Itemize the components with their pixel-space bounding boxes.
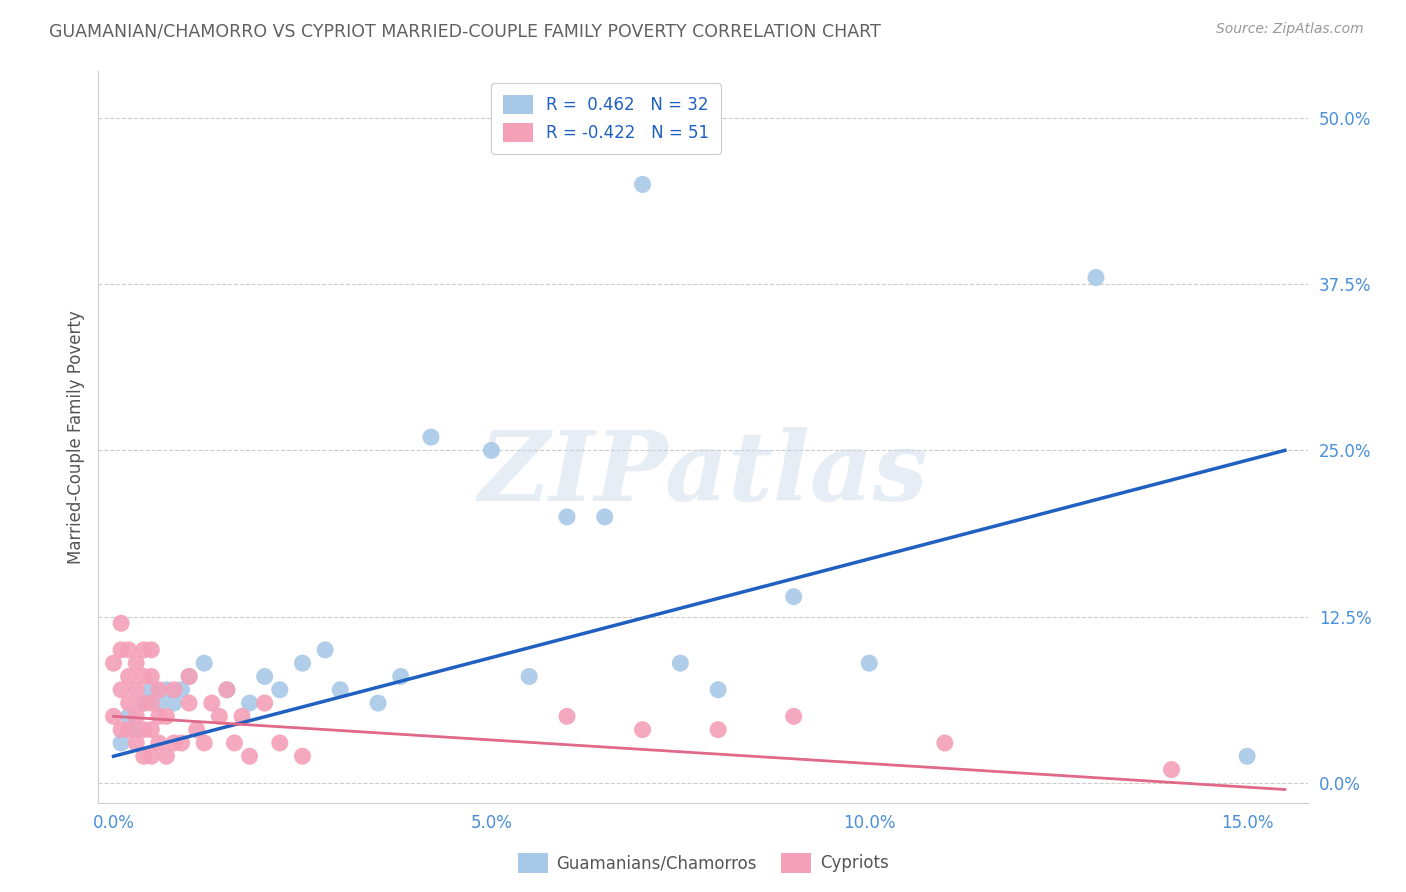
Text: GUAMANIAN/CHAMORRO VS CYPRIOT MARRIED-COUPLE FAMILY POVERTY CORRELATION CHART: GUAMANIAN/CHAMORRO VS CYPRIOT MARRIED-CO… xyxy=(49,22,882,40)
Point xyxy=(193,736,215,750)
Point xyxy=(420,430,443,444)
Point xyxy=(1085,270,1108,285)
Point xyxy=(118,709,141,723)
Point xyxy=(782,590,804,604)
Point xyxy=(631,723,654,737)
Point xyxy=(125,682,148,697)
Point xyxy=(555,509,578,524)
Point xyxy=(110,616,132,631)
Point xyxy=(1236,749,1258,764)
Legend: R =  0.462   N = 32, R = -0.422   N = 51: R = 0.462 N = 32, R = -0.422 N = 51 xyxy=(491,83,721,153)
Point xyxy=(170,736,193,750)
Point xyxy=(118,696,141,710)
Point xyxy=(148,736,170,750)
Point xyxy=(179,669,201,683)
Point xyxy=(125,656,148,670)
Point xyxy=(148,696,170,710)
Point xyxy=(269,736,291,750)
Point xyxy=(155,749,177,764)
Point xyxy=(179,669,201,683)
Point xyxy=(269,682,291,697)
Point xyxy=(291,749,314,764)
Point xyxy=(125,709,148,723)
Point xyxy=(208,709,231,723)
Point xyxy=(782,709,804,723)
Point xyxy=(707,682,730,697)
Point xyxy=(186,723,208,737)
Point xyxy=(155,682,177,697)
Y-axis label: Married-Couple Family Poverty: Married-Couple Family Poverty xyxy=(66,310,84,564)
Point xyxy=(110,723,132,737)
Point xyxy=(555,709,578,723)
Point xyxy=(163,682,186,697)
Point xyxy=(239,749,262,764)
Text: Source: ZipAtlas.com: Source: ZipAtlas.com xyxy=(1216,22,1364,37)
Point xyxy=(125,736,148,750)
Point xyxy=(593,509,616,524)
Point xyxy=(631,178,654,192)
Point xyxy=(148,682,170,697)
Legend: Guamanians/Chamorros, Cypriots: Guamanians/Chamorros, Cypriots xyxy=(510,847,896,880)
Point xyxy=(170,682,193,697)
Point xyxy=(934,736,956,750)
Point xyxy=(163,696,186,710)
Point xyxy=(253,669,276,683)
Point xyxy=(132,749,155,764)
Point xyxy=(118,669,141,683)
Point xyxy=(110,736,132,750)
Point xyxy=(110,643,132,657)
Point xyxy=(155,709,177,723)
Point xyxy=(132,696,155,710)
Point xyxy=(1160,763,1182,777)
Point xyxy=(389,669,412,683)
Point xyxy=(669,656,692,670)
Point xyxy=(125,723,148,737)
Point xyxy=(231,709,253,723)
Point xyxy=(367,696,389,710)
Point xyxy=(239,696,262,710)
Point xyxy=(148,709,170,723)
Point xyxy=(141,723,163,737)
Point xyxy=(481,443,503,458)
Point xyxy=(103,656,125,670)
Point xyxy=(314,643,336,657)
Point xyxy=(201,696,224,710)
Point xyxy=(858,656,880,670)
Point xyxy=(110,682,132,697)
Point xyxy=(163,736,186,750)
Point xyxy=(132,696,155,710)
Point xyxy=(103,709,125,723)
Point xyxy=(179,696,201,710)
Point xyxy=(329,682,352,697)
Point xyxy=(224,736,246,750)
Point xyxy=(132,643,155,657)
Point xyxy=(707,723,730,737)
Point xyxy=(141,682,163,697)
Point xyxy=(132,723,155,737)
Point xyxy=(517,669,540,683)
Point xyxy=(193,656,215,670)
Point xyxy=(253,696,276,710)
Point xyxy=(215,682,238,697)
Point xyxy=(118,723,141,737)
Point xyxy=(141,669,163,683)
Text: ZIPatlas: ZIPatlas xyxy=(478,426,928,521)
Point xyxy=(118,643,141,657)
Point xyxy=(141,749,163,764)
Point xyxy=(141,696,163,710)
Point xyxy=(132,669,155,683)
Point xyxy=(291,656,314,670)
Point xyxy=(141,643,163,657)
Point xyxy=(215,682,238,697)
